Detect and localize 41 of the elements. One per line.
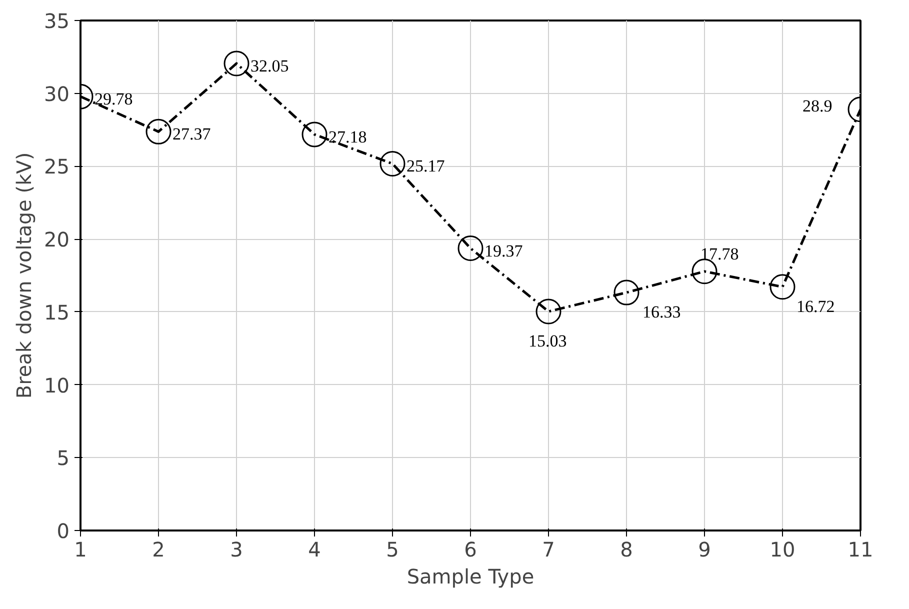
y-axis-title: Break down voltage (kV) <box>12 152 36 399</box>
data-label: 17.78 <box>700 244 739 264</box>
data-label: 27.18 <box>328 127 367 146</box>
data-label: 32.05 <box>250 56 289 76</box>
x-tick-label: 7 <box>542 538 555 562</box>
x-tick-label: 11 <box>848 538 874 562</box>
x-tick-label: 2 <box>152 538 165 562</box>
x-tick-label: 8 <box>620 538 633 562</box>
y-tick-label: 30 <box>44 82 70 106</box>
point <box>770 274 796 300</box>
point <box>692 258 718 284</box>
point <box>614 280 640 306</box>
point <box>146 118 172 144</box>
point <box>380 151 406 176</box>
x-tick-label: 3 <box>230 538 243 562</box>
y-tick-label: 20 <box>44 228 70 252</box>
y-tick-label: 5 <box>56 446 70 470</box>
point <box>302 122 328 148</box>
y-tick-label: 0 <box>56 519 70 543</box>
y-tick-label: 15 <box>44 300 70 324</box>
y-tick-label: 25 <box>44 154 70 179</box>
point <box>224 50 250 76</box>
x-tick-label: 5 <box>386 538 399 562</box>
point <box>536 298 562 324</box>
data-label: 25.17 <box>406 156 446 176</box>
x-tick-label: 9 <box>698 538 711 562</box>
x-tick-label: 6 <box>464 538 477 562</box>
data-label: 28.9 <box>802 96 832 116</box>
y-tick-label: 35 <box>44 9 70 33</box>
x-tick-label: 10 <box>770 538 796 562</box>
data-label: 27.37 <box>172 124 212 144</box>
y-tick-label: 10 <box>44 373 70 398</box>
point <box>458 236 484 261</box>
x-axis-title: Sample Type <box>406 564 534 588</box>
data-label: 16.72 <box>796 296 835 316</box>
x-tick-label: 1 <box>74 538 87 562</box>
data-label: 29.78 <box>94 90 133 109</box>
x-tick-label: 4 <box>308 538 321 562</box>
data-label: 16.33 <box>642 302 681 322</box>
data-label: 19.37 <box>484 241 524 260</box>
data-label: 15.03 <box>528 331 567 350</box>
